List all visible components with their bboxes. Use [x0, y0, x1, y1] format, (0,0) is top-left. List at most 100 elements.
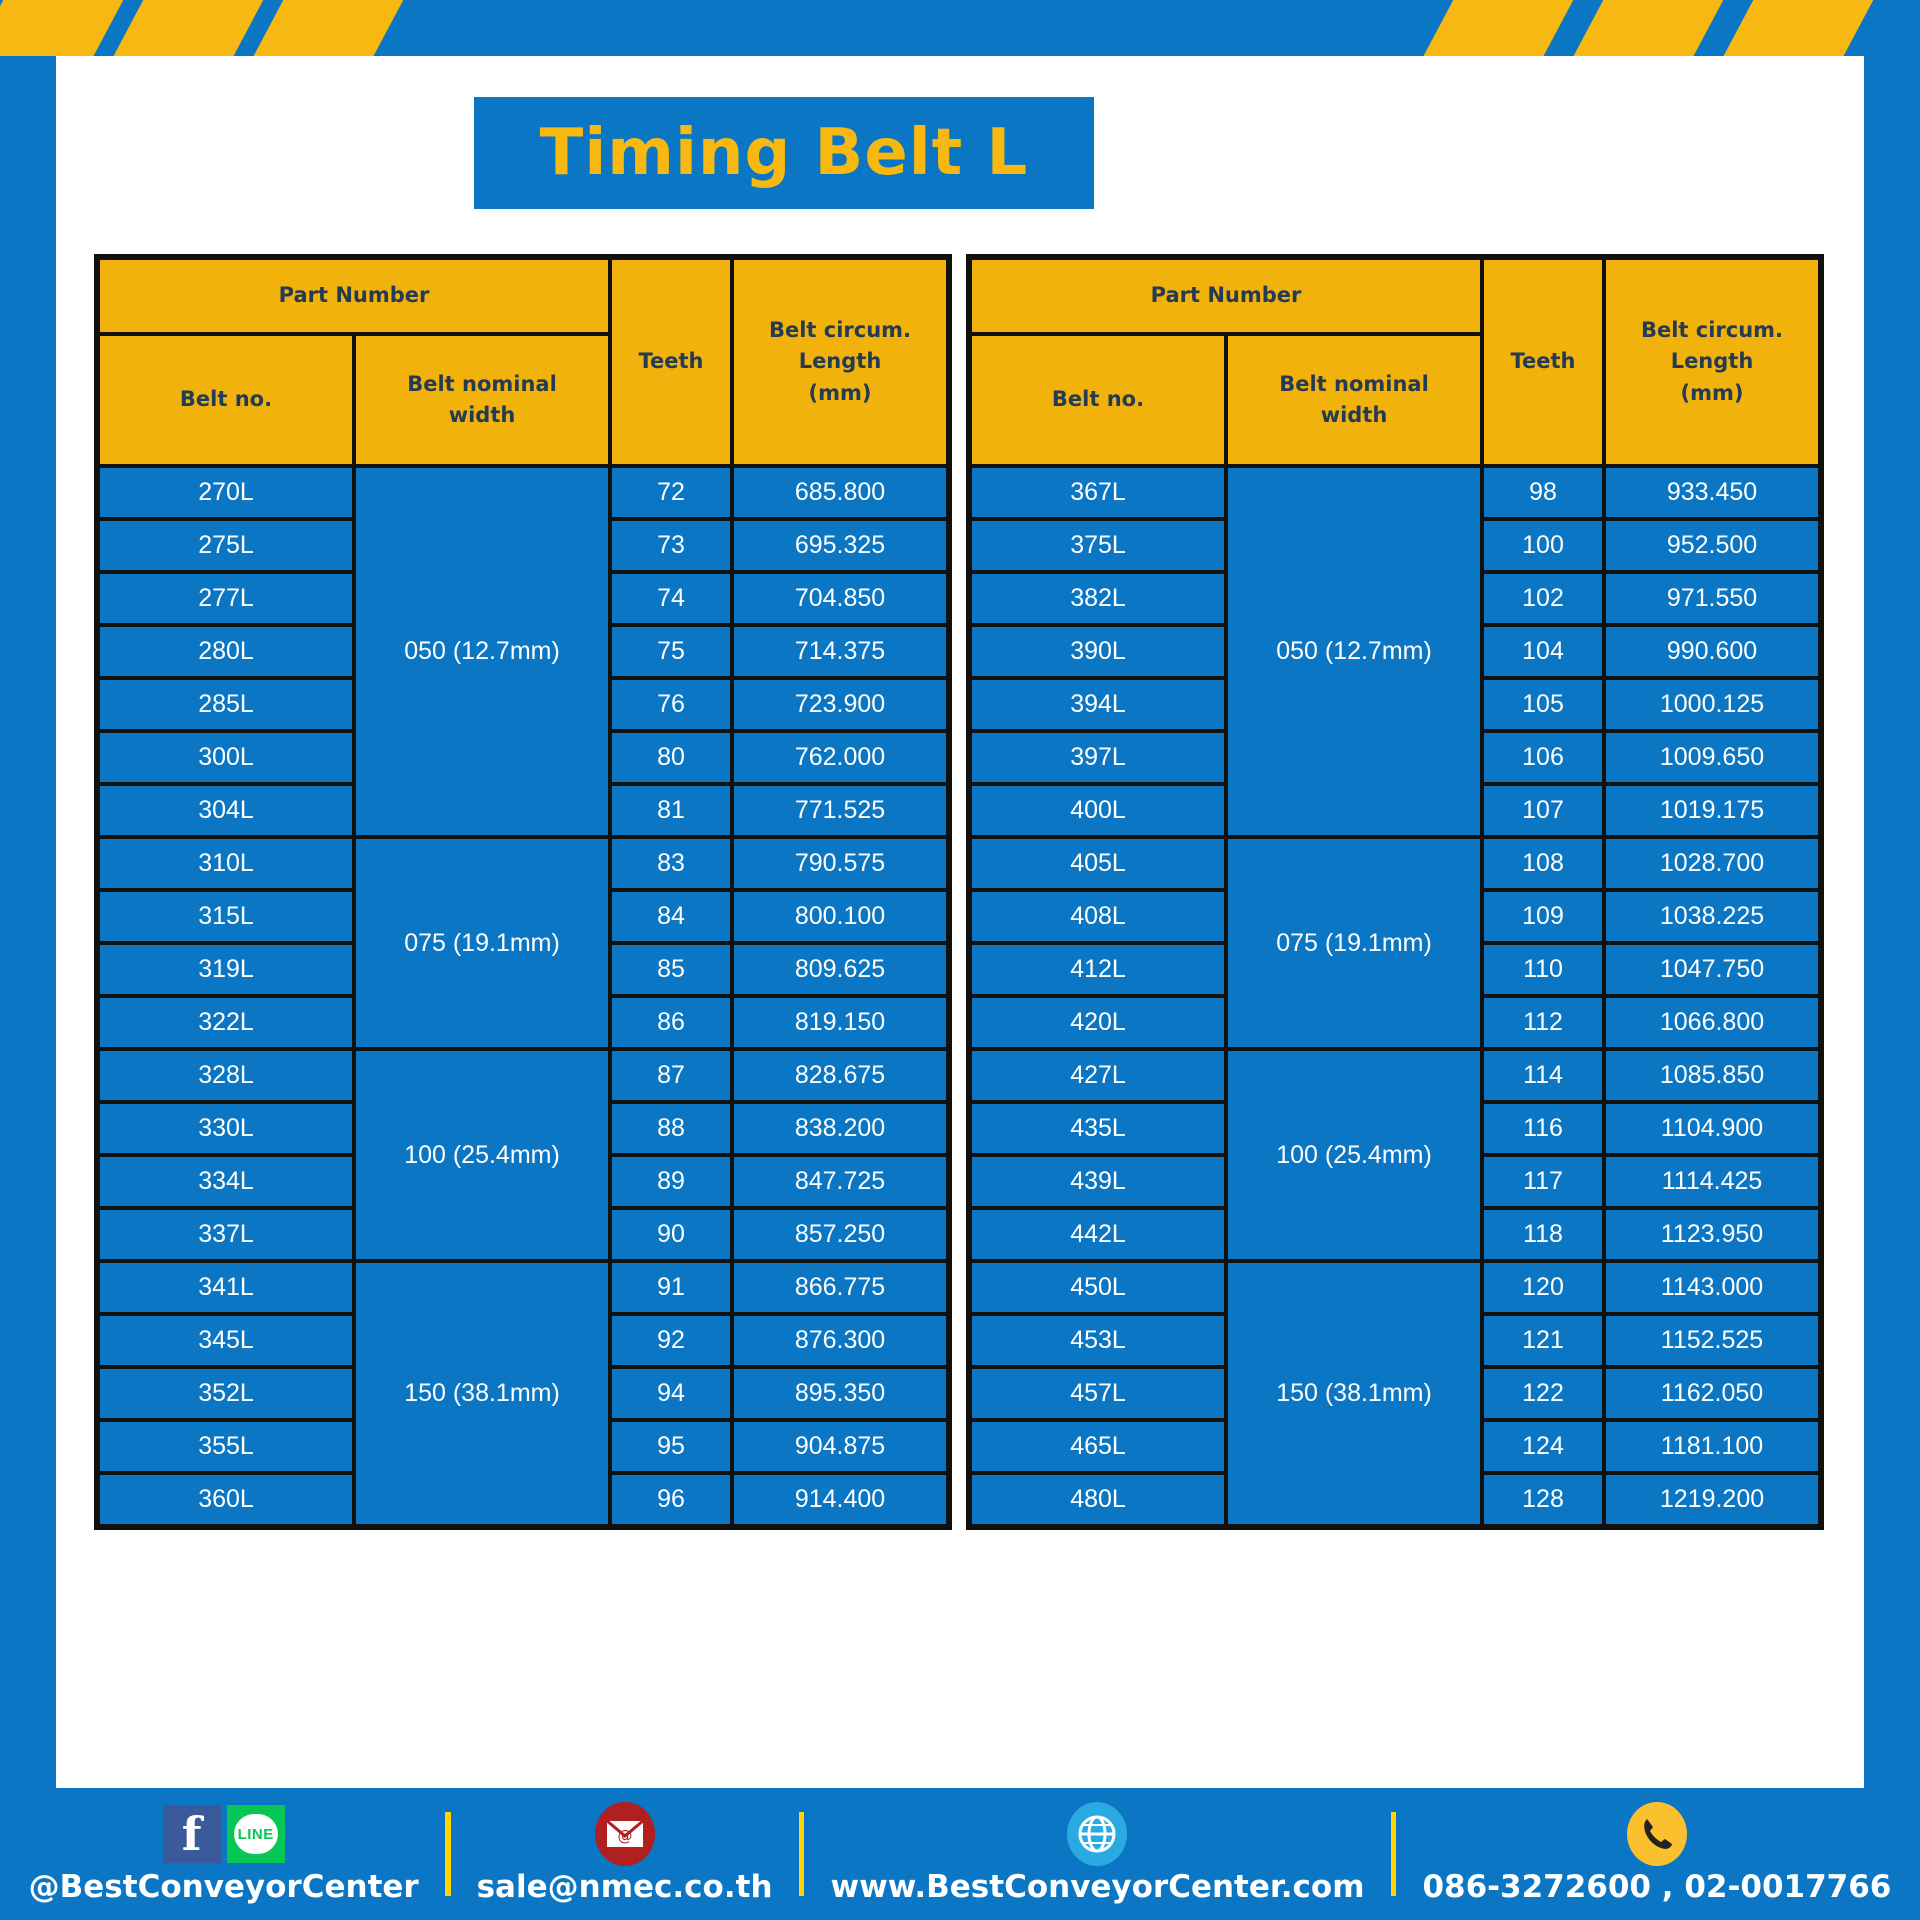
table-row: 390L 104 990.600: [970, 625, 1820, 678]
contact-footer: f LINE @BestConveyorCenter @ sale@nmec.c…: [0, 1788, 1920, 1920]
cell-length: 876.300: [732, 1314, 948, 1367]
table-row: 334L 89 847.725: [98, 1155, 948, 1208]
cell-belt-no: 300L: [98, 731, 354, 784]
cell-teeth: 117: [1482, 1155, 1604, 1208]
table-row: 319L 85 809.625: [98, 943, 948, 996]
cell-belt-no: 480L: [970, 1473, 1226, 1526]
cell-belt-no: 285L: [98, 678, 354, 731]
table-row: 367L 050 (12.7mm) 98 933.450: [970, 466, 1820, 837]
page-title: Timing Belt L: [539, 116, 1029, 190]
globe-glyph: [1078, 1815, 1116, 1853]
header-belt-circum-line2-right: Length: [1670, 349, 1754, 374]
cell-length: 1066.800: [1604, 996, 1820, 1049]
chevron-decor-4: [1423, 0, 1577, 56]
header-width-line2-left: width: [448, 403, 516, 427]
cell-length: 1047.750: [1604, 943, 1820, 996]
header-width-line2-right: width: [1320, 403, 1388, 427]
cell-length: 828.675: [732, 1049, 948, 1102]
table-row: 315L 84 800.100: [98, 890, 948, 943]
cell-length: 857.250: [732, 1208, 948, 1261]
cell-teeth: 87: [610, 1049, 732, 1102]
cell-length: 1028.700: [1604, 837, 1820, 890]
footer-divider-3: [1390, 1812, 1397, 1896]
footer-email-icons: @: [594, 1802, 655, 1866]
belt-table-left: Part Number Teeth Belt circum. Length (m…: [94, 254, 952, 1530]
cell-belt-no: 322L: [98, 996, 354, 1049]
line-icon[interactable]: LINE: [226, 1805, 285, 1863]
footer-social-icons: f LINE: [162, 1803, 285, 1865]
cell-teeth: 114: [1482, 1049, 1604, 1102]
header-row-top: Part Number Teeth Belt circum. Length (m…: [98, 258, 948, 466]
cell-belt-no: 457L: [970, 1367, 1226, 1420]
cell-length: 714.375: [732, 625, 948, 678]
cell-belt-no: 270L: [98, 466, 354, 519]
cell-length: 866.775: [732, 1261, 948, 1314]
cell-belt-no: 397L: [970, 731, 1226, 784]
cell-belt-no: 304L: [98, 784, 354, 837]
top-chevron-band: [0, 0, 1920, 56]
cell-length: 1085.850: [1604, 1049, 1820, 1102]
cell-length: 1181.100: [1604, 1420, 1820, 1473]
cell-belt-no: 400L: [970, 784, 1226, 837]
footer-website-group[interactable]: www.BestConveyorCenter.com: [830, 1802, 1365, 1905]
cell-teeth: 83: [610, 837, 732, 890]
table-row: 427L 100 (25.4mm) 114 1085.850: [970, 1049, 1820, 1261]
cell-belt-no: 412L: [970, 943, 1226, 996]
cell-teeth: 110: [1482, 943, 1604, 996]
table-right-head: Part Number Teeth Belt circum. Length (m…: [970, 258, 1820, 466]
cell-teeth: 124: [1482, 1420, 1604, 1473]
table-row: 412L 110 1047.750: [970, 943, 1820, 996]
header-width-line1-left: Belt nominal: [407, 371, 557, 396]
table-row: 270L 050 (12.7mm) 72 685.800: [98, 466, 948, 837]
cell-teeth: 116: [1482, 1102, 1604, 1155]
chevron-decor-2: [113, 0, 267, 56]
header-part-number-left: Part Number: [98, 258, 610, 334]
footer-phone-icons: [1626, 1802, 1687, 1866]
header-width-line1-right: Belt nominal: [1279, 371, 1429, 396]
cell-belt-nominal-width: 100 (25.4mm): [354, 1049, 610, 1261]
header-belt-no-right: Belt no.: [970, 334, 1226, 466]
cell-length: 685.800: [732, 466, 948, 519]
table-row: 310L 075 (19.1mm) 83 790.575: [98, 837, 948, 1049]
cell-length: 1162.050: [1604, 1367, 1820, 1420]
table-row: 457L 122 1162.050: [970, 1367, 1820, 1420]
cell-length: 1019.175: [1604, 784, 1820, 837]
cell-teeth: 109: [1482, 890, 1604, 943]
header-belt-circum-line3-left: (mm): [808, 380, 872, 405]
table-row: 382L 102 971.550: [970, 572, 1820, 625]
table-row: 345L 92 876.300: [98, 1314, 948, 1367]
facebook-icon[interactable]: f: [162, 1805, 221, 1863]
cell-length: 819.150: [732, 996, 948, 1049]
cell-teeth: 105: [1482, 678, 1604, 731]
table-row: 450L 150 (38.1mm) 120 1143.000: [970, 1261, 1820, 1526]
phone-icon[interactable]: [1626, 1802, 1687, 1866]
cell-length: 933.450: [1604, 466, 1820, 519]
cell-belt-no: 405L: [970, 837, 1226, 890]
cell-teeth: 118: [1482, 1208, 1604, 1261]
email-icon[interactable]: @: [594, 1802, 655, 1866]
line-label: LINE: [237, 1825, 274, 1843]
cell-length: 790.575: [732, 837, 948, 890]
footer-social-group[interactable]: f LINE @BestConveyorCenter: [29, 1803, 419, 1905]
cell-belt-nominal-width: 050 (12.7mm): [354, 466, 610, 837]
footer-email-group[interactable]: @ sale@nmec.co.th: [477, 1802, 773, 1905]
cell-length: 1152.525: [1604, 1314, 1820, 1367]
cell-belt-no: 453L: [970, 1314, 1226, 1367]
cell-teeth: 92: [610, 1314, 732, 1367]
header-teeth-right: Teeth: [1482, 258, 1604, 466]
cell-length: 1219.200: [1604, 1473, 1820, 1526]
cell-teeth: 128: [1482, 1473, 1604, 1526]
footer-phone-group[interactable]: 086-3272600 , 02-0017766: [1422, 1802, 1892, 1905]
cell-teeth: 107: [1482, 784, 1604, 837]
phone-numbers: 086-3272600 , 02-0017766: [1422, 1869, 1892, 1905]
cell-belt-nominal-width: 150 (38.1mm): [1226, 1261, 1482, 1526]
cell-belt-no: 442L: [970, 1208, 1226, 1261]
cell-belt-no: 420L: [970, 996, 1226, 1049]
tables-container: Part Number Teeth Belt circum. Length (m…: [94, 254, 1824, 1530]
cell-length: 1009.650: [1604, 731, 1820, 784]
footer-divider-1: [444, 1812, 451, 1896]
globe-icon[interactable]: [1067, 1802, 1128, 1866]
cell-belt-no: 435L: [970, 1102, 1226, 1155]
cell-belt-no: 367L: [970, 466, 1226, 519]
cell-belt-no: 352L: [98, 1367, 354, 1420]
